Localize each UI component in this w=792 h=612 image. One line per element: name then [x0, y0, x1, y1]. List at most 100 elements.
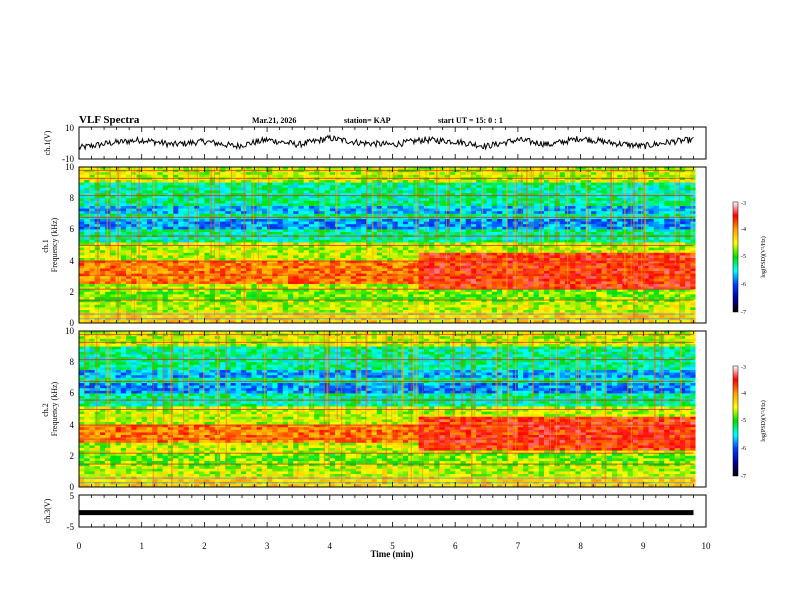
spectrogram-cell [162, 172, 169, 176]
spectrogram-cell [591, 182, 597, 186]
spectrogram-cell [157, 232, 164, 235]
spectrogram-cell [99, 237, 106, 241]
spectrogram-cell [376, 187, 383, 191]
spectrogram-cell [146, 252, 153, 256]
spectrogram-cell [533, 239, 540, 243]
spectrogram-cell [611, 190, 618, 194]
spectrogram-cell [690, 172, 696, 176]
spectrogram-cell [282, 185, 289, 189]
spectrogram-cell [272, 265, 278, 269]
spectrogram-cell [559, 185, 566, 189]
spectrogram-cell [481, 247, 487, 251]
spectrogram-cell [653, 198, 660, 202]
spectrogram-cell [141, 221, 148, 225]
spectrogram-cell [455, 180, 461, 183]
spectrogram-cell [627, 206, 634, 209]
spectrogram-cell [329, 226, 336, 230]
spectrogram-cell [591, 219, 597, 222]
spectrogram-cell [392, 260, 399, 264]
spectrogram-cell [402, 263, 409, 267]
spectrogram-cell [308, 245, 315, 248]
spectrogram-cell [329, 208, 336, 212]
spectrogram-cell [303, 255, 310, 259]
spectrogram-cell [110, 211, 116, 215]
spectrogram-cell [664, 263, 670, 267]
spectrogram-cell [105, 190, 111, 194]
spectrogram-cell [481, 180, 487, 183]
spectrogram-cell [251, 265, 258, 269]
spectrogram-cell [230, 221, 237, 225]
spectrogram-cell [423, 172, 430, 176]
spectrogram-cell [350, 260, 357, 264]
spectrogram-cell [611, 213, 618, 217]
spectrogram-cell [679, 198, 686, 202]
spectrogram-cell [460, 167, 467, 170]
spectrogram-cell [308, 232, 315, 235]
spectrogram-cell [408, 237, 414, 241]
spectrogram-cell [648, 271, 655, 274]
spectrogram-cell [397, 167, 404, 170]
spectrogram-cell [685, 200, 691, 204]
spectrogram-cell [146, 226, 153, 230]
spectrogram-cell [230, 239, 237, 243]
spectrogram-cell [617, 245, 623, 248]
spectrogram-cell [460, 224, 467, 228]
spectrogram-cell [507, 206, 514, 209]
spectrogram-cell [141, 208, 148, 212]
spectrogram-cell [575, 213, 582, 217]
spectrogram-cell [146, 198, 153, 202]
spectrogram-cell [402, 226, 409, 230]
spectrogram-cell [554, 258, 561, 261]
spectrogram-cell [235, 255, 242, 259]
spectrogram-cell [298, 263, 305, 267]
spectrogram-cell [141, 203, 148, 207]
spectrogram-cell [455, 239, 461, 243]
spectrogram-cell [690, 224, 696, 228]
spectrogram-cell [157, 193, 164, 196]
spectrogram-cell [366, 206, 373, 209]
spectrogram-cell [256, 174, 263, 178]
spectrogram-cell [277, 208, 284, 212]
spectrogram-cell [418, 221, 425, 225]
spectrogram-cell [476, 182, 482, 186]
spectrogram-cell [376, 193, 383, 196]
spectrogram-cell [648, 182, 655, 186]
spectrogram-cell [549, 219, 555, 222]
spectrogram-cell [282, 180, 289, 183]
spectrogram-cell [235, 198, 242, 202]
spectrogram-cell [366, 221, 373, 225]
spectrogram-cell [481, 271, 487, 274]
spectrogram-cell [209, 200, 216, 204]
spectrogram-cell [638, 224, 644, 228]
spectrogram-cell [638, 232, 644, 235]
spectrogram-cell [366, 190, 373, 194]
spectrogram-cell [690, 219, 696, 222]
spectrogram-cell [439, 250, 446, 254]
spectrogram-cell [382, 260, 388, 264]
spectrogram-cell [225, 167, 231, 170]
spectrogram-cell [105, 226, 111, 230]
spectrogram-cell [402, 172, 409, 176]
spectrogram-cell [126, 232, 132, 235]
spectrogram-cell [695, 208, 702, 212]
spectrogram-cell [178, 200, 184, 204]
spectrogram-cell [460, 265, 467, 269]
spectrogram-cell [653, 237, 660, 241]
spectrogram-cell [517, 237, 524, 241]
spectrogram-cell [486, 190, 493, 194]
spectrogram-cell [110, 221, 116, 225]
spectrogram-cell [627, 265, 634, 269]
spectrogram-cell [188, 195, 195, 199]
spectrogram-cell [152, 195, 158, 199]
spectrogram-cell [251, 206, 258, 209]
spectrogram-cell [105, 180, 111, 183]
spectrogram-cell [120, 213, 127, 217]
spectrogram-cell [449, 226, 456, 230]
spectrogram-cell [293, 185, 299, 189]
spectrogram-cell [199, 203, 205, 207]
spectrogram-cell [209, 203, 216, 207]
spectrogram-cell [340, 182, 346, 186]
spectrogram-cell [470, 182, 477, 186]
spectrogram-cell [89, 200, 96, 204]
spectrogram-cell [423, 232, 430, 235]
